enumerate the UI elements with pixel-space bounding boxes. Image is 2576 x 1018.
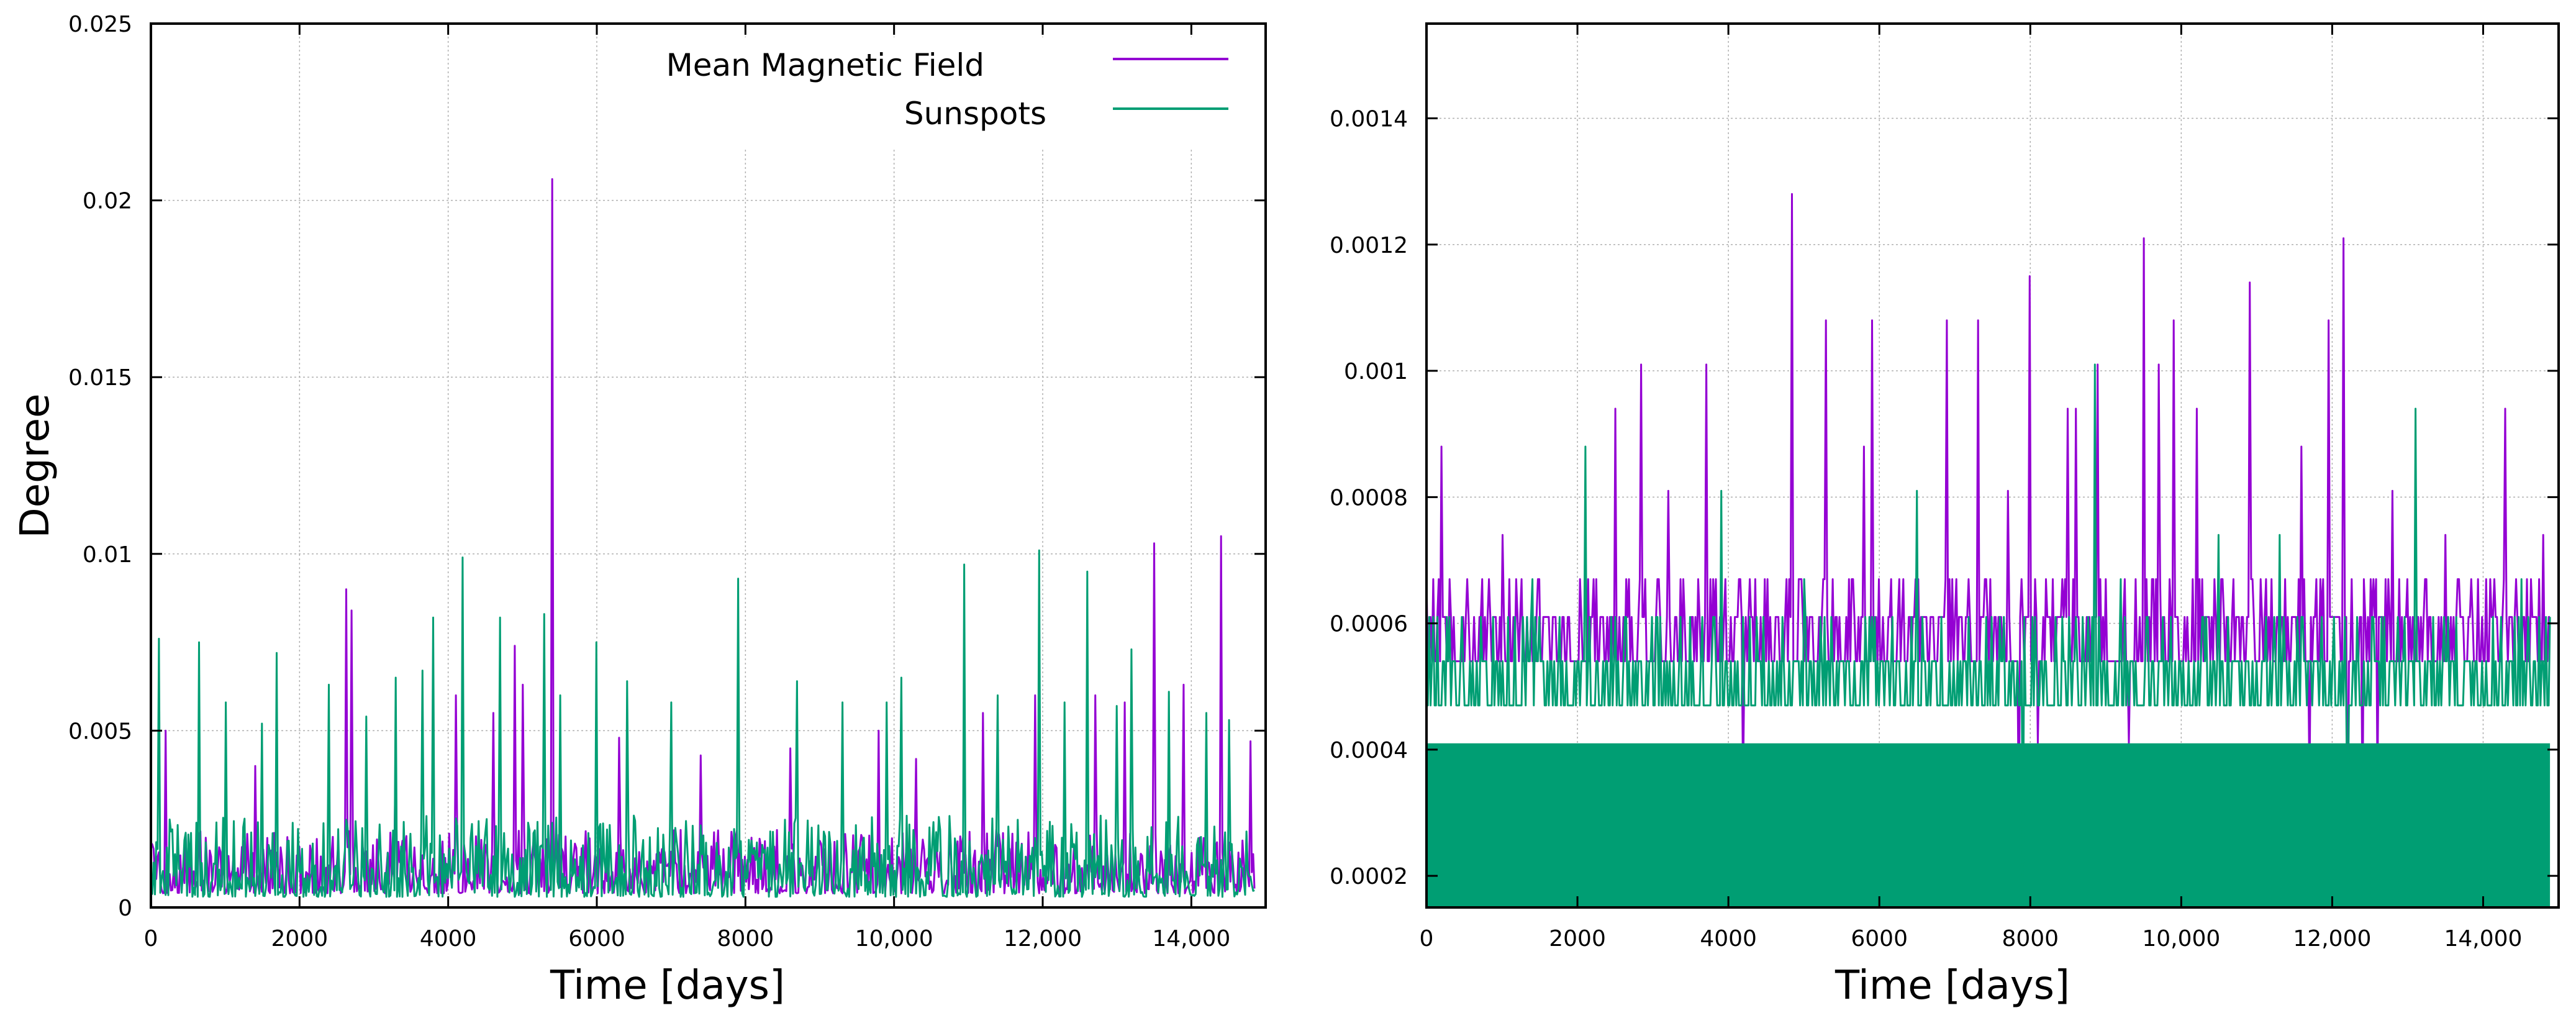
right-plot-frame — [1425, 22, 2560, 909]
right-y-tick-label: 0.0002 — [1330, 864, 1408, 889]
right-y-tick-label: 0.0006 — [1330, 612, 1408, 637]
right-y-tick-label: 0.001 — [1344, 359, 1408, 384]
right-x-tick-label: 6000 — [1851, 926, 1908, 952]
left-x-tick-label: 2000 — [271, 926, 329, 952]
left-x-tick-label: 12,000 — [1004, 926, 1082, 952]
legend-label-magnetic: Mean Magnetic Field — [666, 47, 984, 83]
left-x-tick-label: 6000 — [568, 926, 625, 952]
left-grid — [151, 24, 1266, 907]
left-x-axis-title: Time [days] — [550, 963, 785, 1009]
left-y-tick-label: 0.015 — [68, 365, 132, 391]
legend-background — [640, 37, 1261, 149]
right-series — [1425, 193, 2551, 907]
right-series-sunspots-area — [1426, 743, 2551, 907]
left-chart: 0 2000 4000 6000 8000 10,000 12,000 14,000 0 0.00… — [12, 12, 1267, 1009]
legend: Mean Magnetic Field Sunspots — [640, 37, 1261, 149]
right-y-tick-label: 0.0008 — [1330, 485, 1408, 511]
left-x-tick-label: 8000 — [717, 926, 774, 952]
left-y-tick-label: 0.025 — [68, 12, 132, 37]
left-series — [150, 178, 1256, 898]
right-y-tick-label: 0.0012 — [1330, 233, 1408, 258]
right-x-tick-label: 10,000 — [2142, 926, 2220, 952]
right-y-tick-label: 0.0004 — [1330, 738, 1408, 763]
left-x-tick-label: 14,000 — [1152, 926, 1230, 952]
right-y-tick-label: 0.0014 — [1330, 106, 1408, 132]
left-series-sunspots-line — [150, 549, 1255, 898]
left-x-tick-label: 10,000 — [855, 926, 933, 952]
left-plot-frame — [150, 22, 1267, 909]
left-y-tick-label: 0.005 — [68, 719, 132, 744]
left-y-tick-label: 0.02 — [83, 189, 132, 214]
left-x-tick-label: 0 — [144, 926, 158, 952]
right-ticks: 0 2000 4000 6000 8000 10,000 12,000 14,000 0.000… — [1330, 24, 2559, 952]
left-y-tick-label: 0.01 — [83, 542, 132, 568]
left-y-axis-title: Degree — [12, 394, 58, 539]
right-x-tick-label: 8000 — [2002, 926, 2059, 952]
right-chart: 0 2000 4000 6000 8000 10,000 12,000 14,000 0.000… — [1330, 22, 2560, 1009]
right-x-tick-label: 4000 — [1700, 926, 1757, 952]
left-x-tick-label: 4000 — [420, 926, 477, 952]
right-x-tick-label: 12,000 — [2293, 926, 2371, 952]
right-x-tick-label: 2000 — [1549, 926, 1606, 952]
right-x-tick-label: 14,000 — [2444, 926, 2522, 952]
left-y-tick-label: 0 — [118, 896, 132, 921]
right-x-tick-label: 0 — [1420, 926, 1434, 952]
legend-label-sunspots: Sunspots — [904, 96, 1046, 132]
right-x-axis-title: Time [days] — [1834, 963, 2070, 1009]
left-ticks: 0 2000 4000 6000 8000 10,000 12,000 14,000 0 0.00… — [68, 12, 1266, 952]
right-series-sunspots-line — [1425, 363, 2551, 877]
